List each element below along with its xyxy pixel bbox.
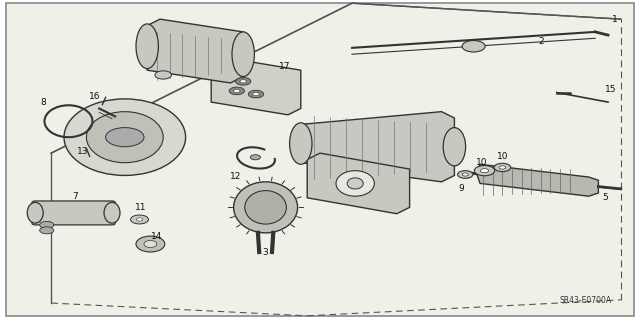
Polygon shape <box>477 164 598 196</box>
Circle shape <box>494 163 511 172</box>
FancyBboxPatch shape <box>6 3 634 316</box>
Ellipse shape <box>232 32 254 77</box>
Ellipse shape <box>336 171 374 196</box>
Circle shape <box>40 227 54 234</box>
Text: 13: 13 <box>77 147 89 156</box>
Ellipse shape <box>244 191 287 224</box>
Circle shape <box>248 90 264 98</box>
Circle shape <box>234 89 240 93</box>
Text: 14: 14 <box>151 232 163 241</box>
Text: 2: 2 <box>538 37 543 46</box>
Circle shape <box>236 78 251 85</box>
Text: 3: 3 <box>263 248 268 256</box>
Circle shape <box>474 166 495 176</box>
Ellipse shape <box>64 99 186 175</box>
Circle shape <box>481 169 488 173</box>
Text: 1: 1 <box>612 15 617 24</box>
Ellipse shape <box>136 236 165 252</box>
Circle shape <box>250 155 260 160</box>
Circle shape <box>106 128 144 147</box>
Ellipse shape <box>104 203 120 223</box>
Circle shape <box>229 87 244 95</box>
Circle shape <box>462 173 468 176</box>
FancyBboxPatch shape <box>32 201 115 225</box>
Ellipse shape <box>86 112 163 163</box>
Text: 11: 11 <box>135 203 147 212</box>
Circle shape <box>462 41 485 52</box>
Ellipse shape <box>136 24 159 69</box>
Ellipse shape <box>348 178 364 189</box>
Text: 15: 15 <box>605 85 617 94</box>
Text: 9: 9 <box>458 184 463 193</box>
Circle shape <box>136 218 143 221</box>
Circle shape <box>240 80 246 83</box>
Text: 8: 8 <box>41 98 46 107</box>
Ellipse shape <box>234 182 298 233</box>
Ellipse shape <box>144 241 157 248</box>
Polygon shape <box>147 19 243 83</box>
Ellipse shape <box>28 203 44 223</box>
Ellipse shape <box>443 128 466 166</box>
Text: 12: 12 <box>230 172 241 181</box>
Ellipse shape <box>289 123 312 164</box>
Circle shape <box>458 171 473 178</box>
Text: 7: 7 <box>73 192 78 201</box>
Text: 10: 10 <box>497 152 509 161</box>
Circle shape <box>499 166 506 169</box>
Circle shape <box>40 221 54 228</box>
Circle shape <box>253 93 259 96</box>
Text: 16: 16 <box>89 92 100 101</box>
Text: 5: 5 <box>602 193 607 202</box>
Polygon shape <box>211 57 301 115</box>
Text: 17: 17 <box>279 63 291 71</box>
Circle shape <box>131 215 148 224</box>
Text: 10: 10 <box>476 158 487 167</box>
Polygon shape <box>307 153 410 214</box>
Text: SR43-E0700A: SR43-E0700A <box>559 296 611 305</box>
Polygon shape <box>301 112 454 182</box>
Circle shape <box>155 71 172 79</box>
